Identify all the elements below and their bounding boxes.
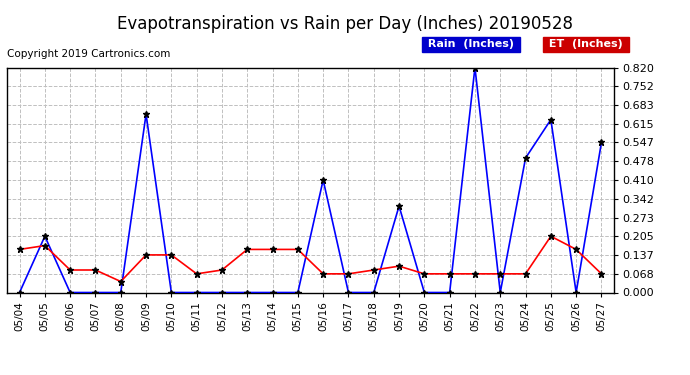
Text: ET  (Inches): ET (Inches)	[545, 39, 627, 50]
Text: Copyright 2019 Cartronics.com: Copyright 2019 Cartronics.com	[7, 49, 170, 59]
Text: Rain  (Inches): Rain (Inches)	[424, 39, 518, 50]
Text: Evapotranspiration vs Rain per Day (Inches) 20190528: Evapotranspiration vs Rain per Day (Inch…	[117, 15, 573, 33]
